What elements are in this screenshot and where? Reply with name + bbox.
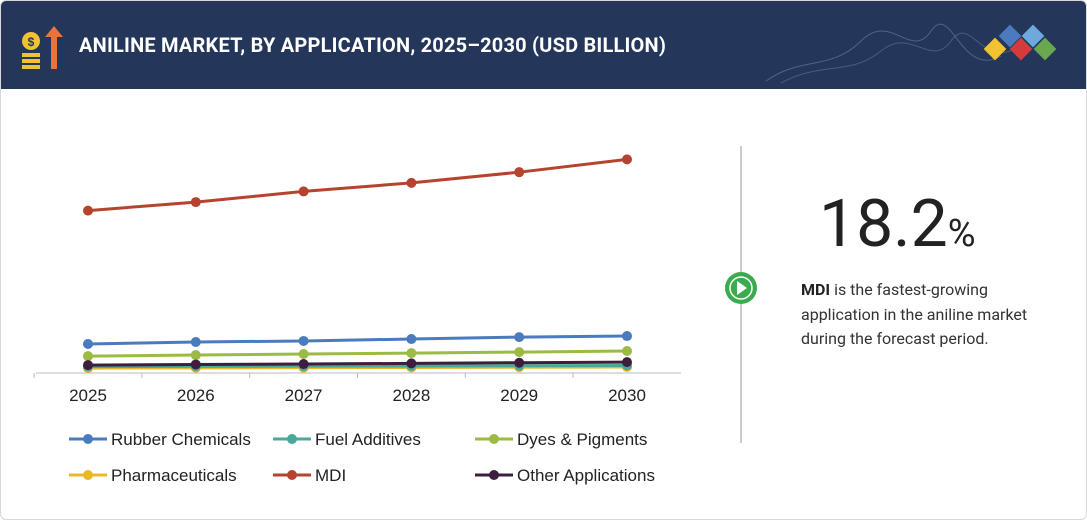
data-point	[298, 359, 309, 370]
callout-highlight: MDI	[801, 280, 831, 299]
highlight-stat: 18.2%	[819, 186, 976, 263]
data-point	[83, 338, 93, 349]
data-point	[622, 345, 632, 356]
data-point	[190, 337, 201, 348]
data-point	[514, 347, 525, 358]
series-line	[87, 360, 628, 367]
chart: 2025 2026 2027 2028 2029 2030 Rubber Chemicals…	[33, 154, 681, 485]
data-point	[406, 334, 417, 345]
legend-marker	[489, 470, 499, 480]
callout-body: is the fastest-growing application in th…	[801, 280, 1028, 348]
data-point	[83, 351, 93, 362]
header-art: $	[22, 23, 1057, 84]
legend-marker	[489, 434, 499, 444]
legend-marker	[287, 434, 297, 444]
data-point	[622, 331, 632, 342]
x-tick-label: 2028	[392, 386, 430, 405]
series-line	[87, 349, 628, 358]
logo	[983, 24, 1057, 61]
data-point	[514, 332, 525, 343]
x-tick-label: 2030	[608, 386, 646, 405]
legend-label: Fuel Additives	[315, 430, 421, 449]
data-point	[298, 335, 309, 346]
title-icon: $	[22, 26, 63, 69]
legend-label: Pharmaceuticals	[111, 466, 237, 485]
legend-marker	[83, 470, 93, 480]
x-tick-label: 2027	[285, 386, 323, 405]
data-point	[622, 357, 632, 368]
series-line	[87, 364, 628, 369]
data-point	[514, 167, 525, 178]
legend-label: MDI	[315, 466, 346, 485]
legend-marker	[83, 434, 93, 444]
data-point	[83, 205, 93, 216]
stat-value: 18.2	[819, 186, 948, 263]
svg-text:$: $	[28, 35, 35, 49]
divider	[725, 146, 757, 443]
data-point	[406, 348, 417, 359]
data-point	[406, 177, 417, 188]
legend-label: Rubber Chemicals	[111, 430, 251, 449]
header: $ ANILINE MARKET, BY APPLICATION, 2025–2…	[1, 1, 1086, 89]
series-line	[87, 334, 628, 346]
data-point	[83, 360, 93, 371]
data-point	[514, 357, 525, 368]
data-point	[298, 186, 309, 197]
chart-title: ANILINE MARKET, BY APPLICATION, 2025–203…	[79, 33, 667, 57]
x-tick-label: 2025	[69, 386, 107, 405]
data-point	[622, 154, 632, 165]
legend-marker	[287, 470, 297, 480]
x-tick-label: 2026	[177, 386, 215, 405]
callout-text: MDI is the fastest-growing application i…	[801, 278, 1056, 352]
data-point	[190, 197, 201, 208]
legend-label: Dyes & Pigments	[517, 430, 647, 449]
series-line	[87, 157, 628, 213]
data-point	[406, 358, 417, 369]
x-tick-label: 2029	[500, 386, 538, 405]
data-point	[190, 359, 201, 370]
data-point	[298, 348, 309, 359]
stat-unit: %	[947, 212, 976, 256]
legend-label: Other Applications	[517, 466, 655, 485]
data-point	[190, 350, 201, 361]
